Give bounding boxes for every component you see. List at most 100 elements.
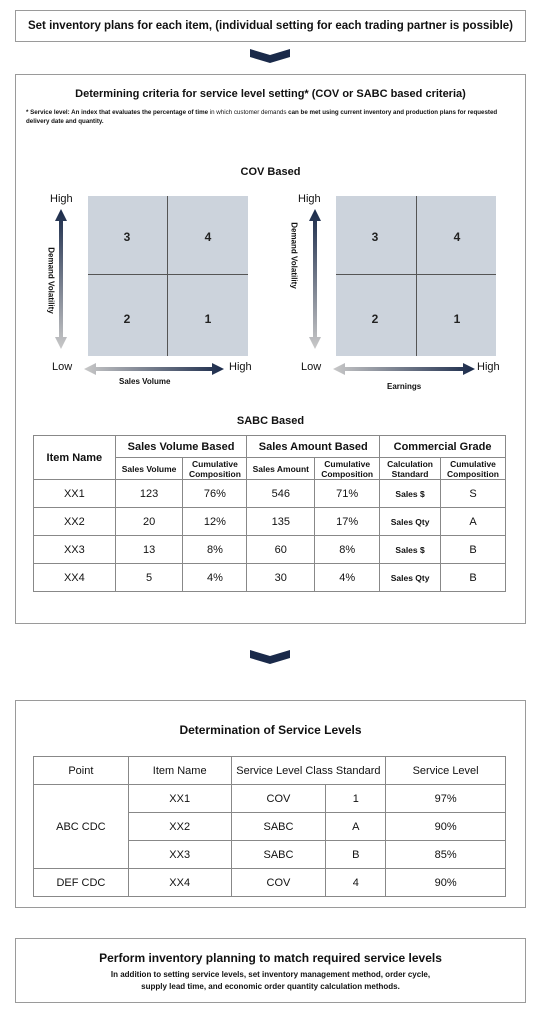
cell: 60 [246,535,316,564]
item-cell: XX2 [127,812,232,841]
x-axis-label: Earnings [387,382,422,391]
cell: A [440,507,506,536]
y-axis-arrow-icon [309,209,321,349]
bottom-line-1: In addition to setting service levels, s… [110,970,431,979]
quadrant-label: 1 [453,312,461,326]
quadrant-label: 2 [371,312,379,326]
level-cell: 90% [385,868,506,897]
cell: 12% [182,507,248,536]
chevron-down-icon [250,650,290,664]
cell: 20 [114,507,184,536]
class-cell: SABC [230,840,327,869]
y-axis-arrow-icon [55,209,67,349]
chevron-down-icon [250,49,290,63]
cell: Sales Qty [379,507,442,536]
cov-title: COV Based [240,166,301,178]
cell: 135 [246,507,316,536]
cell: 123 [114,479,184,508]
bottom-box: Perform inventory planning to match requ… [15,938,526,1003]
x-axis-arrow-icon [84,363,224,375]
header-commercial-grade: Commercial Grade [379,435,506,458]
cell: XX4 [33,563,116,592]
cell: 13 [114,535,184,564]
grid-divider-h [88,274,248,275]
point-cell: DEF CDC [33,868,129,897]
cell: 546 [246,479,316,508]
grid-divider-v [416,196,417,356]
cell: 4% [182,563,248,592]
quadrant-grid [88,196,248,356]
cell: 76% [182,479,248,508]
table-row: XX2 SABC A 90% [34,812,506,841]
cell: 30 [246,563,316,592]
top-instruction-text: Set inventory plans for each item, (indi… [27,20,513,32]
x-high-label: High [477,361,500,373]
determination-box: Determination of Service Levels Point It… [15,700,526,908]
header-item-name: Item Name [33,435,116,480]
bottom-line-2: supply lead time, and economic order qua… [141,982,400,991]
item-cell: XX3 [127,840,232,869]
quadrant-label: 4 [204,230,212,244]
quadrant-label: 1 [204,312,212,326]
table-row: DEF CDC XX4 COV 4 90% [33,868,506,897]
level-cell: 97% [385,784,506,813]
cell: B [440,563,506,592]
criteria-title: Determining criteria for service level s… [75,88,466,100]
class-cell: COV [230,784,327,813]
item-cell: XX1 [127,784,232,813]
header-item-name: Item Name [127,756,232,785]
top-instruction-box: Set inventory plans for each item, (indi… [15,10,526,42]
subheader: Sales Volume [114,457,184,480]
header-point: Point [33,756,129,785]
y-high-label: High [298,193,321,205]
cell: 8% [182,535,248,564]
cov-chart-earnings: High Demand Volatility 3 4 2 1 Low High … [266,185,525,400]
table-row: XX2 20 12% 135 17% Sales Qty A [33,507,506,536]
service-level-table: Point Item Name Service Level Class Stan… [33,756,506,897]
x-axis-arrow-icon [333,363,475,375]
y-high-label: High [50,193,73,205]
quadrant-label: 3 [123,230,131,244]
sabc-title: SABC Based [236,415,305,427]
subheader: Cumulative Composition [182,457,248,480]
class-cell: SABC [230,812,327,841]
bottom-title: Perform inventory planning to match requ… [99,951,442,965]
cell: XX2 [33,507,116,536]
header-sales-volume-based: Sales Volume Based [114,435,248,458]
subheader: Calculation Standard [379,457,442,480]
y-axis-label: Demand Volatility [289,222,299,289]
quadrant-label: 4 [453,230,461,244]
item-cell: XX4 [127,868,232,897]
cell: 17% [314,507,381,536]
footnote-part-c: can be met using current inventory and p… [26,109,498,125]
cell: Sales Qty [379,563,442,592]
x-high-label: High [229,361,252,373]
cell: 4% [314,563,381,592]
footnote-part-b: in which customer demands [209,109,287,116]
cell: Sales $ [379,535,442,564]
quadrant-label: 3 [371,230,379,244]
cell: 71% [314,479,381,508]
cell: S [440,479,506,508]
table-row: XX3 SABC B 85% [34,840,506,869]
header-service-level: Service Level [385,756,506,785]
cov-chart-sales-volume: High Demand Volatility 3 4 2 1 Low High … [16,185,276,400]
std-cell: A [325,812,387,841]
y-axis-label: Demand Volatility [46,247,56,314]
grid-divider-h [336,274,496,275]
grid-divider-v [167,196,168,356]
x-low-label: Low [52,361,73,373]
level-cell: 85% [385,840,506,869]
std-cell: 4 [325,868,387,897]
std-cell: B [325,840,387,869]
footnote: * Service level: An index that evaluates… [26,109,516,126]
subheader: Cumulative Composition [440,457,506,480]
criteria-box: Determining criteria for service level s… [15,74,526,624]
cell: Sales $ [379,479,442,508]
x-axis-label: Sales Volume [119,377,171,386]
header-class-standard: Service Level Class Standard [230,756,387,785]
footnote-part-a: * Service level: An index that evaluates… [26,109,210,116]
point-cell: ABC CDC [33,784,129,869]
sabc-table: Item Name Sales Volume Based Sales Amoun… [33,435,506,592]
class-cell: COV [230,868,327,897]
